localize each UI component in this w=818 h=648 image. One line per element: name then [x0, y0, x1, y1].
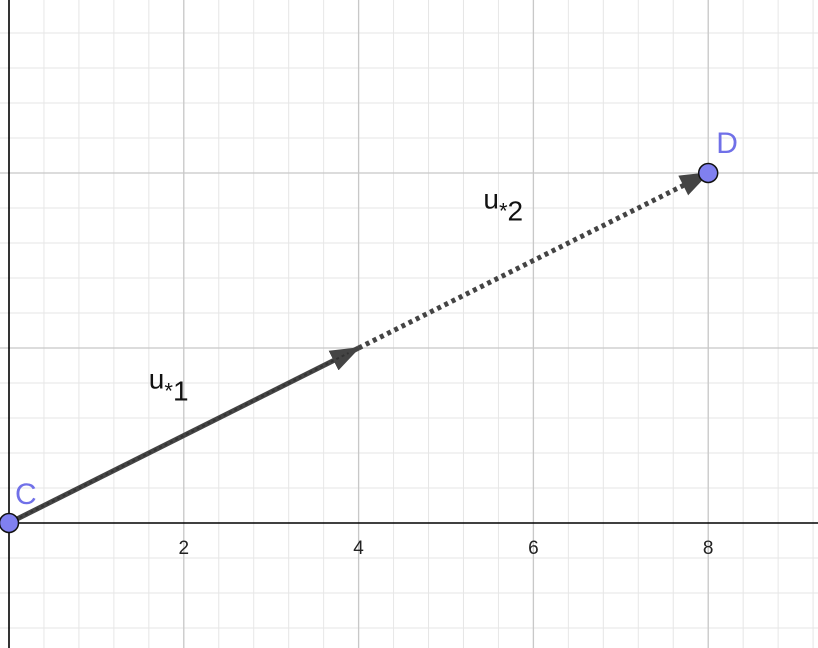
vector-label-index: 1	[173, 376, 189, 407]
x-tick-label: 6	[528, 538, 539, 559]
vector-label-star: *	[499, 199, 508, 224]
vector-label-index: 2	[508, 196, 524, 227]
point-label-D: D	[716, 127, 738, 160]
vector-label-1: u*1	[149, 364, 189, 407]
x-tick-label: 4	[353, 538, 364, 559]
vector-label-main: u	[149, 364, 165, 395]
vector-label-main: u	[483, 184, 499, 215]
vector-labels: u*1u*2	[149, 184, 523, 407]
x-tick-label: 2	[179, 538, 190, 559]
point-D[interactable]	[697, 162, 719, 184]
x-tick-label: 8	[703, 538, 714, 559]
vector-label-2: u*2	[483, 184, 523, 227]
point-C[interactable]	[0, 512, 20, 534]
point-label-C: C	[15, 478, 37, 511]
x-tick-labels: 2 4 6 8	[179, 538, 714, 559]
points: CD	[0, 127, 738, 534]
vectors	[7, 170, 710, 526]
vector-label-star: *	[164, 379, 173, 404]
vector-u-star-2	[357, 170, 710, 351]
